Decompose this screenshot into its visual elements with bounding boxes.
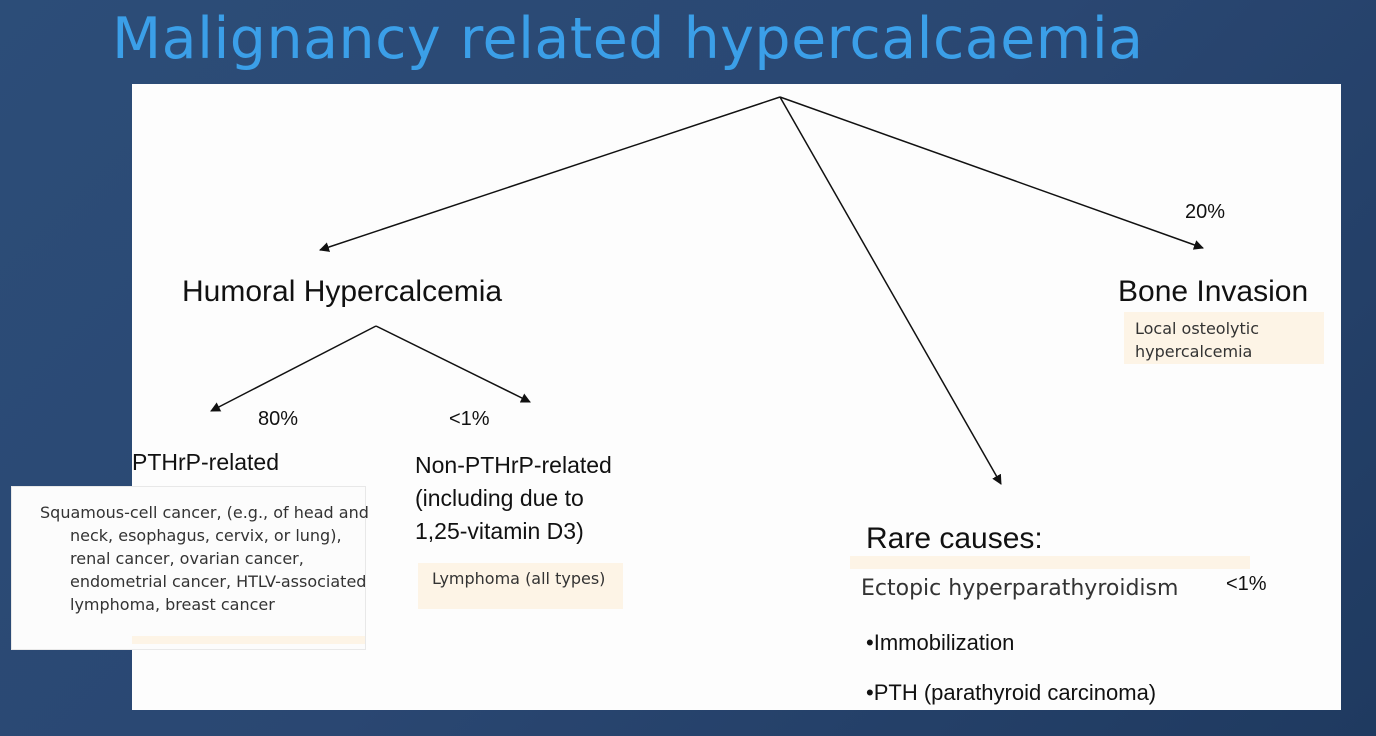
pthrp-percent: 80% [258, 408, 299, 430]
examples-band [132, 636, 365, 644]
rare-band [850, 556, 1250, 569]
pthrp-examples-box: Squamous-cell cancer, (e.g., of head and… [12, 487, 369, 649]
arrow-to-bone [779, 96, 1204, 250]
non-pthrp-note-callout: Lymphoma (all types) [418, 563, 623, 609]
connector-arrows [210, 96, 1204, 485]
ectopic-percent: <1% [1226, 573, 1267, 595]
pthrp-examples: Squamous-cell cancer, (e.g., of head and… [40, 503, 369, 614]
bone-percent: 20% [1185, 201, 1226, 223]
rare-causes-heading: Rare causes: [866, 522, 1043, 555]
non-pthrp-note: Lymphoma (all types) [432, 569, 606, 588]
bone-invasion-node: Bone Invasion [1118, 275, 1309, 308]
humoral-node: Humoral Hypercalcemia [182, 275, 503, 308]
rare-item-pth: •PTH (parathyroid carcinoma) [866, 680, 1157, 705]
bone-note-callout: Local osteolytic hypercalcemia [1124, 312, 1324, 364]
arrow-to-non-pthrp [375, 325, 531, 403]
non-pthrp-percent: <1% [449, 408, 490, 430]
rare-item-immobilization: •Immobilization [866, 630, 1015, 655]
arrow-to-rare [779, 96, 1002, 485]
pthrp-node: PTHrP-related [132, 449, 279, 475]
slide-title: Malignancy related hypercalcaemia [112, 6, 1144, 72]
arrow-to-humoral [319, 96, 781, 252]
ectopic-label: Ectopic hyperparathyroidism [861, 576, 1179, 601]
bone-note: Local osteolytic hypercalcemia [1135, 319, 1260, 361]
non-pthrp-node: Non-PTHrP-related (including due to 1,25… [415, 452, 612, 544]
arrow-to-pthrp [210, 325, 377, 412]
